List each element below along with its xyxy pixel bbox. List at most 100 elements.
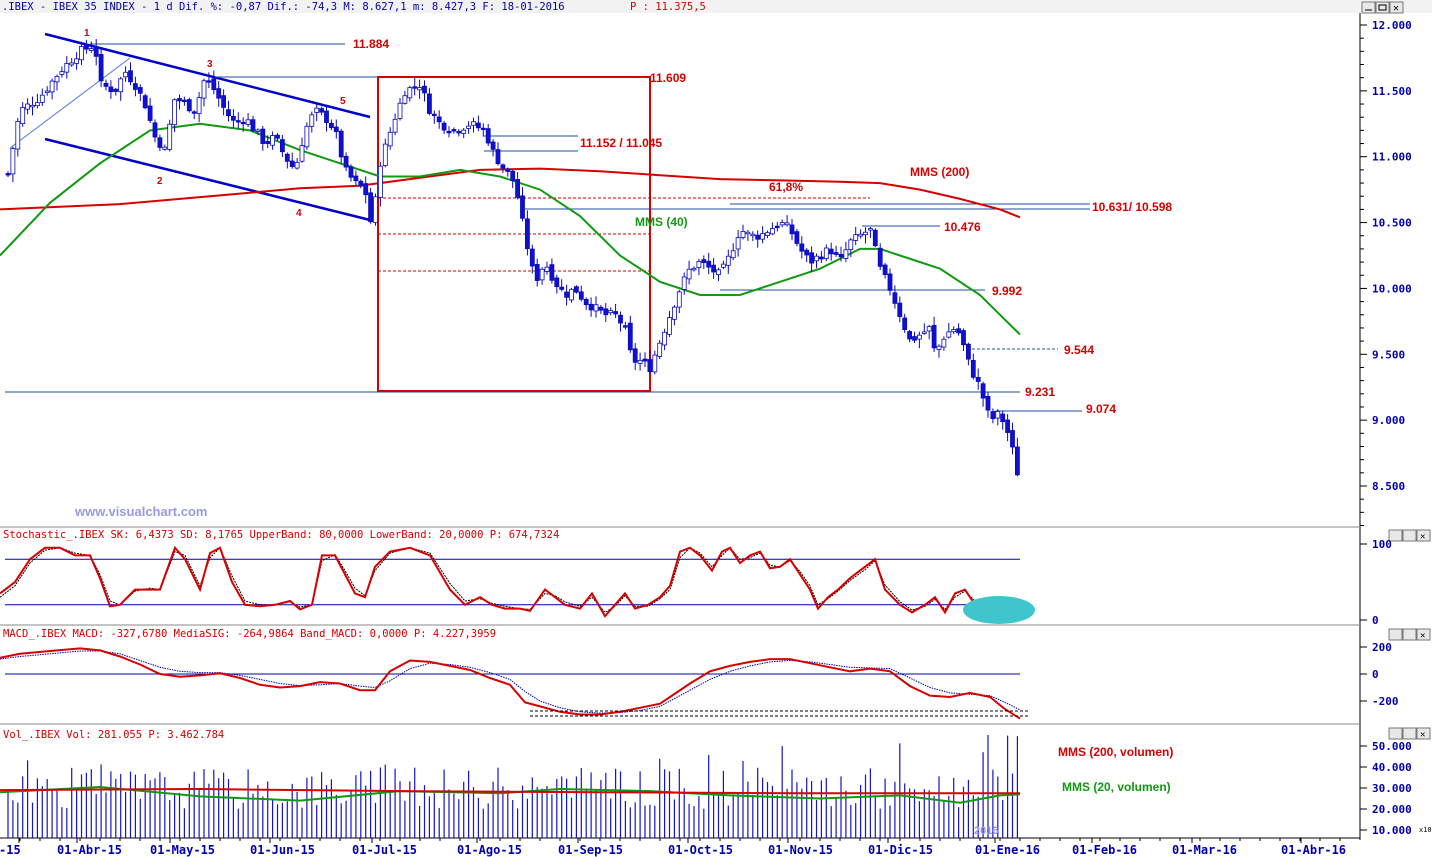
candle-body [892,292,898,304]
trend-line [9,57,131,149]
x-tick-label: 01-Jun-15 [250,843,315,857]
restore-icon[interactable] [1375,1,1390,14]
oversold-highlight [963,596,1035,624]
candle-body [970,360,976,378]
candle-body [245,119,251,125]
candle-body [897,302,903,318]
main-panel-controls[interactable]: ✕ [1361,1,1404,14]
candle-body [333,126,339,133]
level-9074-label: 9.074 [1086,402,1116,416]
candle-body [407,87,413,99]
candle-body [108,86,114,93]
candle-body [495,149,501,165]
candle-body [691,267,697,271]
candle-body [853,234,859,241]
candle-body [593,304,599,312]
candle-body [294,162,300,169]
candle-body [520,195,525,219]
close-icon[interactable] [1416,628,1431,641]
candle-body [696,261,702,268]
candle-body [921,331,927,334]
annotation-lines [5,32,1090,412]
candle-body [613,311,618,315]
candle-body [177,98,182,102]
candle-body [250,119,256,131]
candle-body [211,78,217,91]
macd-signal-line [0,650,1021,714]
candle-body [348,166,354,178]
candle-body [608,310,614,314]
minimize-icon[interactable] [1388,727,1403,740]
wave-label: 4 [296,208,302,219]
y-tick-label: 40.000 [1372,761,1412,774]
candle-body [990,411,996,420]
candle-body [490,141,496,150]
y-tick-label: 20.000 [1372,803,1412,816]
candle-body [84,44,89,50]
candle-body [549,264,555,281]
level-11152-label: 11.152 / 11.045 [580,136,662,150]
candle-body [902,317,908,330]
candle-body [113,88,119,92]
restore-icon[interactable] [1402,727,1417,740]
y-tick-label: 12.000 [1372,19,1412,32]
x-tick-label: 01-Nov-15 [768,843,833,857]
candle-body [804,249,810,256]
candle-body [471,121,476,126]
candle-body [578,291,584,300]
candle-body [221,95,227,108]
candle-body [152,122,158,138]
restore-icon[interactable] [1402,628,1417,641]
svg-text:✕: ✕ [1420,532,1425,542]
candle-body [461,129,467,134]
candle-body [206,80,212,83]
minimize-icon[interactable] [1388,628,1403,641]
candle-body [863,231,868,236]
candle-body [240,121,246,125]
candle-body [711,264,716,273]
candle-body [907,331,912,340]
candle-body [299,145,305,162]
candle-body [226,109,231,117]
candle-body [755,234,761,240]
candle-body [279,139,285,153]
close-icon[interactable] [1389,1,1404,14]
fib-618-label: 61,8% [769,180,803,194]
candle-body [1005,419,1010,433]
minimize-icon[interactable] [1361,1,1376,14]
candle-body [93,46,99,57]
candle-body [975,376,981,382]
candle-body [809,252,814,264]
stochastic-panel-controls[interactable]: ✕ [1388,529,1431,542]
y-tick-label: 10.500 [1372,217,1412,230]
candle-body [961,330,966,346]
close-icon[interactable] [1416,727,1431,740]
x-tick-label: 01-Abr-16 [1281,843,1346,857]
level-10476-label: 10.476 [944,220,981,234]
candle-body [931,324,937,349]
mms40-label: MMS (40) [635,215,688,229]
candle-body [480,127,486,131]
restore-icon[interactable] [1402,529,1417,542]
candle-body [373,196,378,223]
candle-body [343,155,349,168]
candle-body [887,273,893,291]
macd-panel-controls[interactable]: ✕ [1388,628,1431,641]
x-tick-label: 01-Jul-15 [352,843,417,857]
y-tick-label: 200 [1372,641,1392,654]
mms40-line [0,122,1021,336]
candle-body [701,259,707,264]
minimize-icon[interactable] [1388,529,1403,542]
candle-body [157,137,163,148]
candle-body [657,342,663,357]
candle-body [201,80,207,99]
candle-body [328,122,334,129]
vol-mms20-line [0,785,1021,804]
close-icon[interactable] [1416,529,1431,542]
candle-body [838,254,844,258]
candle-body [88,48,94,51]
candle-body [39,94,45,103]
volume-panel-controls[interactable]: ✕ [1388,727,1431,740]
candle-body [706,260,712,268]
candle-body [500,164,506,169]
